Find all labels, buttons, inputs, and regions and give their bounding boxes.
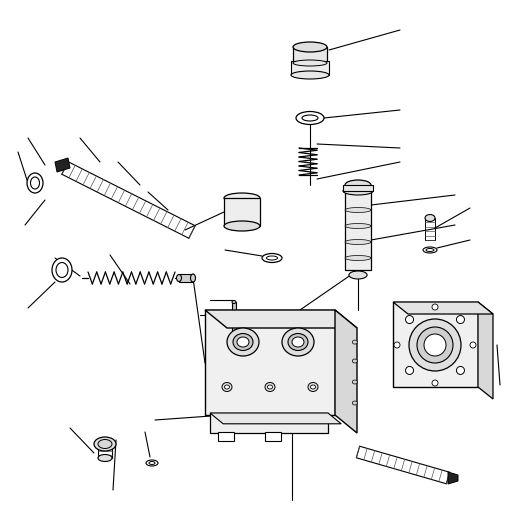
Ellipse shape [456,366,464,375]
Ellipse shape [225,385,229,389]
Ellipse shape [52,258,72,282]
Ellipse shape [349,271,367,279]
Ellipse shape [302,115,318,121]
Ellipse shape [311,385,316,389]
Ellipse shape [146,460,158,466]
Polygon shape [210,413,341,424]
Ellipse shape [352,380,357,384]
Ellipse shape [224,193,260,203]
Ellipse shape [233,334,253,351]
Ellipse shape [423,247,437,253]
Ellipse shape [417,327,453,363]
Ellipse shape [345,239,371,244]
Ellipse shape [222,382,232,392]
Ellipse shape [345,180,371,190]
Ellipse shape [191,274,195,282]
Bar [293,47,327,63]
Polygon shape [205,310,357,328]
Ellipse shape [293,60,327,66]
Ellipse shape [425,214,435,222]
Bar [179,274,193,282]
Polygon shape [448,472,458,484]
Bar [230,312,236,320]
Ellipse shape [98,439,112,449]
Bar [265,432,281,441]
Ellipse shape [98,454,112,462]
Ellipse shape [232,300,236,304]
Ellipse shape [292,337,304,347]
Ellipse shape [308,382,318,392]
Ellipse shape [291,71,329,79]
Ellipse shape [94,437,116,451]
Bar [205,310,335,415]
Bar [218,432,234,441]
Ellipse shape [426,249,434,252]
Bar [232,302,236,335]
Bar [210,413,328,433]
Polygon shape [478,302,493,399]
Ellipse shape [409,319,461,371]
Ellipse shape [345,208,371,212]
Bar [291,61,329,75]
Ellipse shape [352,359,357,363]
Ellipse shape [262,253,282,263]
Ellipse shape [405,366,414,375]
Ellipse shape [267,256,278,260]
Ellipse shape [296,111,324,124]
Ellipse shape [352,401,357,405]
Bar [343,185,373,191]
Polygon shape [335,310,357,433]
Ellipse shape [149,462,155,465]
Ellipse shape [293,42,327,52]
Ellipse shape [470,342,476,348]
Ellipse shape [27,173,43,193]
Ellipse shape [56,263,68,278]
Bar [345,185,371,270]
Ellipse shape [432,304,438,310]
Ellipse shape [31,177,40,189]
Ellipse shape [424,334,446,356]
Ellipse shape [265,382,275,392]
Ellipse shape [343,187,373,195]
Ellipse shape [432,380,438,386]
Ellipse shape [282,328,314,356]
Ellipse shape [267,385,272,389]
Bar [224,198,260,226]
Polygon shape [55,158,70,172]
Polygon shape [393,302,493,314]
Ellipse shape [177,275,181,281]
Ellipse shape [227,328,259,356]
Ellipse shape [237,337,249,347]
Ellipse shape [224,221,260,231]
Ellipse shape [394,342,400,348]
Bar [393,302,478,387]
Ellipse shape [345,223,371,228]
Ellipse shape [352,340,357,344]
Ellipse shape [288,334,308,351]
Ellipse shape [456,315,464,324]
Ellipse shape [405,315,414,324]
Ellipse shape [345,255,371,261]
